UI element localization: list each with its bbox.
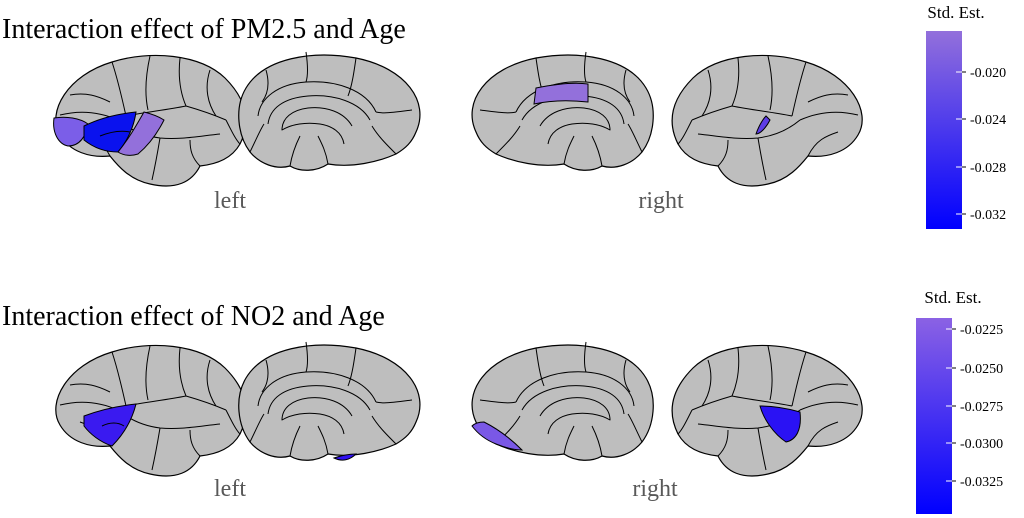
panel2-left-medial-brain xyxy=(238,341,421,461)
panel2-label-left: left xyxy=(214,476,246,502)
panel1-left-lateral-region-a xyxy=(53,116,89,147)
panel2-right-lateral-brain xyxy=(671,344,863,477)
panel1-right-medial-region-a xyxy=(533,82,589,105)
panel2-right-medial-region-a xyxy=(471,421,524,451)
panel2-right-lateral-region-a xyxy=(759,405,801,443)
panel2-colorbar-tick-5: -0.0325 xyxy=(960,475,1003,490)
panel2-colorbar-tick-3: -0.0275 xyxy=(960,400,1003,415)
panel2-colorbar-ticks xyxy=(946,328,956,482)
panel1-title: Interaction effect of PM2.5 and Age xyxy=(2,14,406,45)
panel2-colorbar-title: Std. Est. xyxy=(924,288,981,307)
panel2-colorbar-tick-1: -0.0225 xyxy=(960,323,1003,338)
panel1-colorbar-ticks xyxy=(956,71,966,215)
panel2-colorbar-tick-4: -0.0300 xyxy=(960,437,1003,452)
panel2-right-medial-brain xyxy=(471,341,654,461)
panel2-left-medial-region-a xyxy=(332,453,358,461)
panel2-label-right: right xyxy=(632,476,678,502)
panel1-left-lateral-region-c xyxy=(117,111,165,156)
panel2-left-lateral-brain xyxy=(55,344,247,477)
panel1-label-left: left xyxy=(214,188,246,214)
panel1-colorbar-tick-1: -0.020 xyxy=(970,66,1006,81)
panel2-colorbar-tick-2: -0.0250 xyxy=(960,362,1003,377)
panel1-colorbar-tick-4: -0.032 xyxy=(970,208,1006,223)
panel1-colorbar-tick-3: -0.028 xyxy=(970,161,1006,176)
panel1-colorbar-tick-2: -0.024 xyxy=(970,113,1006,128)
panel1-left-lateral-region-b xyxy=(83,111,137,153)
panel1-left-medial-brain xyxy=(238,51,421,171)
panel1-colorbar xyxy=(926,31,962,229)
panel1-label-right: right xyxy=(638,188,684,214)
panel2-colorbar xyxy=(916,318,952,514)
panel1-right-medial-brain xyxy=(471,51,654,171)
panel1-right-lateral-region-a xyxy=(755,115,771,135)
panel1-right-lateral-brain xyxy=(671,54,863,187)
panel1-left-lateral-brain xyxy=(53,54,247,187)
panel2-left-lateral-region-a xyxy=(83,403,137,447)
panel2-title: Interaction effect of NO2 and Age xyxy=(2,301,385,332)
panel1-colorbar-title: Std. Est. xyxy=(927,3,984,22)
